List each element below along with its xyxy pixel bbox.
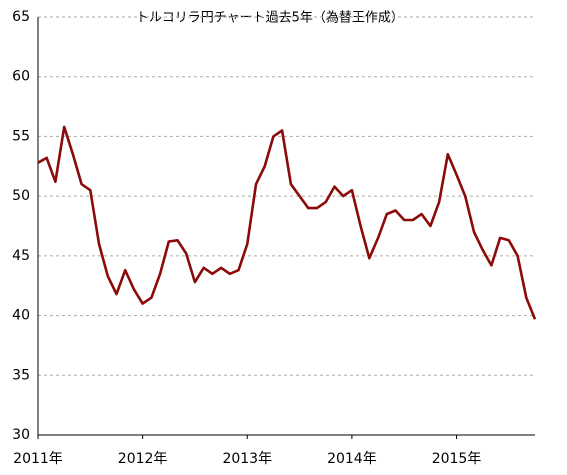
x-tick-label: 2014年 [327, 451, 377, 467]
y-tick-label: 40 [12, 308, 30, 324]
y-tick-label: 65 [12, 9, 30, 25]
x-tick-label: 2012年 [118, 451, 168, 467]
y-tick-label: 45 [12, 248, 30, 264]
x-tick-label: 2011年 [13, 451, 63, 467]
x-tick-label: 2013年 [222, 451, 272, 467]
chart-title: トルコリラ円チャート過去5年（為替王作成） [136, 10, 404, 26]
x-tick-label: 2015年 [432, 451, 482, 467]
y-tick-label: 50 [12, 188, 30, 204]
y-tick-label: 35 [12, 367, 30, 383]
y-tick-label: 55 [12, 128, 30, 144]
y-tick-label: 60 [12, 69, 30, 85]
data-line [37, 125, 537, 320]
y-tick-label: 30 [12, 427, 30, 443]
